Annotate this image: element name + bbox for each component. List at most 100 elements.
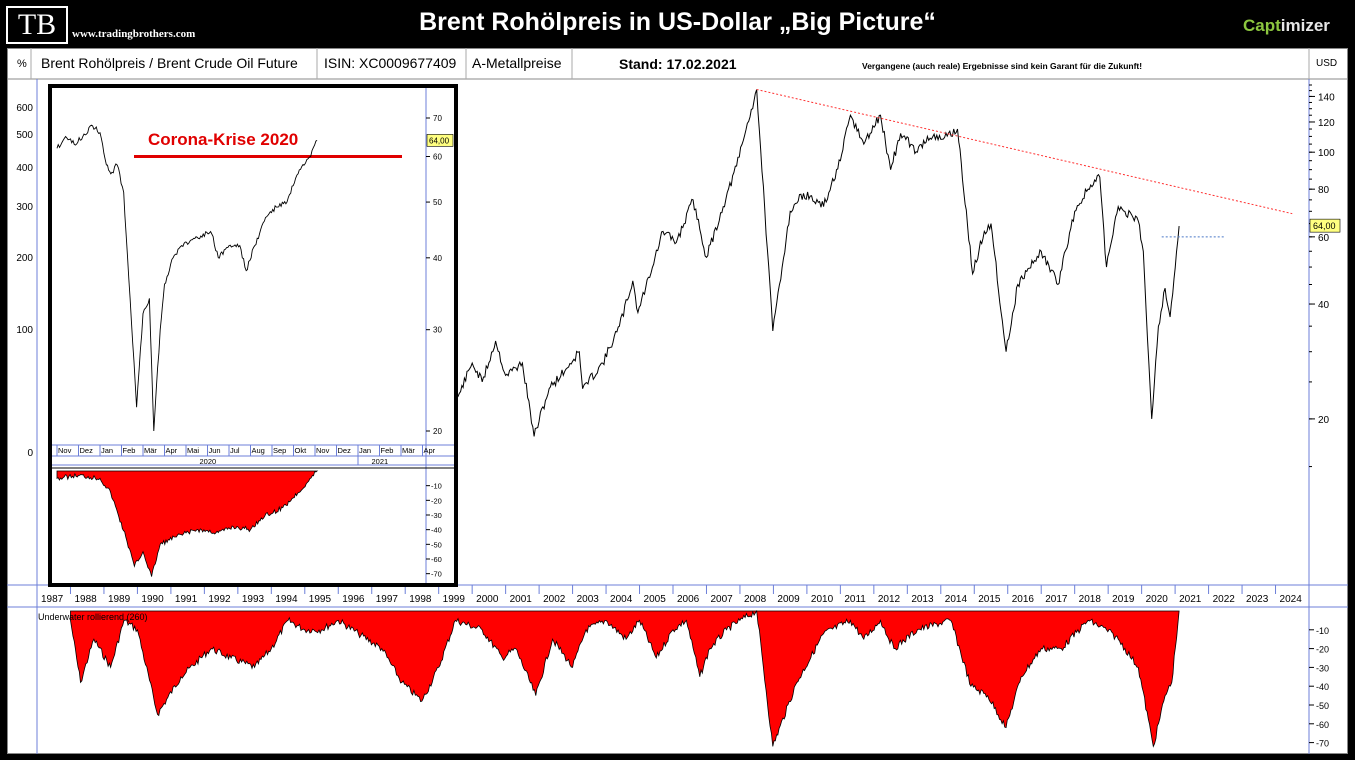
left-tick-label: 200 [16,253,33,264]
year-tick-label: 2016 [1012,594,1035,605]
instrument-name: Brent Rohölpreis / Brent Crude Oil Futur… [41,55,298,71]
year-tick-label: 2007 [710,594,733,605]
year-tick-label: 1993 [242,594,265,605]
underwater-tick-label: -60 [1316,720,1329,730]
year-tick-label: 2023 [1246,594,1269,605]
inset-month-label: Aug [252,446,265,455]
brand-part-2: imizer [1280,16,1330,35]
left-tick-label: 600 [16,103,33,114]
inset-month-label: Mai [187,446,199,455]
year-tick-label: 2013 [911,594,934,605]
year-tick-label: 2004 [610,594,633,605]
tb-logo: TB [6,6,68,44]
year-tick-label: 2008 [744,594,767,605]
inset-month-label: Okt [295,446,308,455]
inset-month-label: Dez [338,446,352,455]
inset-uw-tick-label: -10 [431,482,442,491]
year-tick-label: 2011 [844,594,866,605]
year-tick-label: 2012 [878,594,901,605]
inset-last-value-box [426,134,454,147]
year-tick-label: 2021 [1179,594,1202,605]
underwater-label: Underwater rollierend (260) [38,612,148,622]
main-left-axis: 600 500 400 300 200 100 0 [16,103,33,459]
inset-month-label: Mär [144,446,157,455]
year-tick-label: 2009 [777,594,800,605]
inset-month-label: Nov [58,446,72,455]
right-unit-label: USD [1316,58,1337,69]
main-right-axis: 20 40 60 80 100 120 140 [1309,84,1335,468]
inset-price-line [56,124,318,432]
inset-month-label: Jan [101,446,113,455]
year-tick-label: 1990 [141,594,164,605]
inset-month-label: Sep [273,446,286,455]
inset-tick-label: 30 [433,326,442,335]
year-tick-label: 2014 [945,594,968,605]
year-tick-label: 2002 [543,594,566,605]
underwater-tick-label: -20 [1316,645,1329,655]
trendline [756,88,1293,215]
year-tick-label: 1988 [74,594,97,605]
year-tick-label: 2022 [1213,594,1236,605]
year-tick-label: 1987 [41,594,64,605]
inset-uw-tick-label: -60 [431,555,442,564]
inset-tick-label: 50 [433,198,442,207]
inset-month-label: Mär [402,446,415,455]
inset-tick-label: 60 [433,153,442,162]
right-tick-label: 140 [1318,92,1335,103]
main-last-value: 64,00 [1309,218,1341,233]
underwater-tick-label: -50 [1316,701,1329,711]
year-tick-label: 1992 [208,594,231,605]
underwater-tick-label: -10 [1316,626,1329,636]
main-series [435,88,1293,437]
year-tick-label: 1995 [309,594,332,605]
inset-tick-label: 40 [433,254,442,263]
underwater-main-area [70,609,1180,748]
isin-label: ISIN: XC0009677409 [324,55,457,71]
inset-uw-tick-label: -40 [431,526,442,535]
inset-year-label: 2020 [200,457,217,466]
inset-month-label: Apr [166,446,178,455]
right-tick-label: 20 [1318,415,1330,426]
left-tick-label: 100 [16,325,33,336]
year-tick-label: 1991 [175,594,198,605]
inset-month-label: Jan [359,446,371,455]
left-tick-label: 400 [16,163,33,174]
year-tick-label: 1999 [443,594,466,605]
year-axis: 1987 1988 1989 1990 1991 1992 1993 1994 1995 1996… [36,585,1302,605]
year-tick-label: 2018 [1079,594,1102,605]
inset-uw-tick-label: -20 [431,496,442,505]
right-tick-label: 40 [1318,300,1330,311]
inset-month-label: Jun [209,446,221,455]
brand-part-1: Capt [1243,16,1281,35]
inset-uw-tick-label: -30 [431,511,442,520]
year-tick-label: 2003 [577,594,600,605]
left-tick-label: 500 [16,130,33,141]
underwater-tick-label: -30 [1316,663,1329,673]
year-tick-label: 2019 [1112,594,1135,605]
inset-uw-tick-label: -70 [431,570,442,579]
inset-month-label: Nov [316,446,330,455]
year-tick-label: 2006 [677,594,700,605]
year-tick-label: 1998 [409,594,432,605]
year-tick-label: 2001 [510,594,533,605]
left-tick-label: 0 [27,448,33,459]
inset-month-label: Feb [381,446,394,455]
inset-month-label: Jul [230,446,240,455]
inset-uw-tick-label: -50 [431,540,442,549]
underwater-main [70,609,1180,748]
right-tick-label: 120 [1318,118,1335,129]
last-value-box [1309,218,1341,233]
last-value-text: 64,00 [1313,221,1336,231]
chart-svg: % Brent Rohölpreis / Brent Crude Oil Fut… [7,48,1348,754]
right-tick-label: 80 [1318,185,1330,196]
chart-panel: % Brent Rohölpreis / Brent Crude Oil Fut… [7,48,1348,754]
inset-tick-label: 20 [433,427,442,436]
inset-month-label: Apr [424,446,436,455]
disclaimer: Vergangene (auch reale) Ergebnisse sind … [862,61,1142,71]
year-tick-label: 1994 [275,594,298,605]
underwater-tick-label: -40 [1316,682,1329,692]
inset-last-value-text: 64,00 [429,136,450,145]
inset-underwater-area [56,470,319,577]
site-url[interactable]: www.tradingbrothers.com [72,28,196,40]
right-tick-label: 60 [1318,233,1330,244]
